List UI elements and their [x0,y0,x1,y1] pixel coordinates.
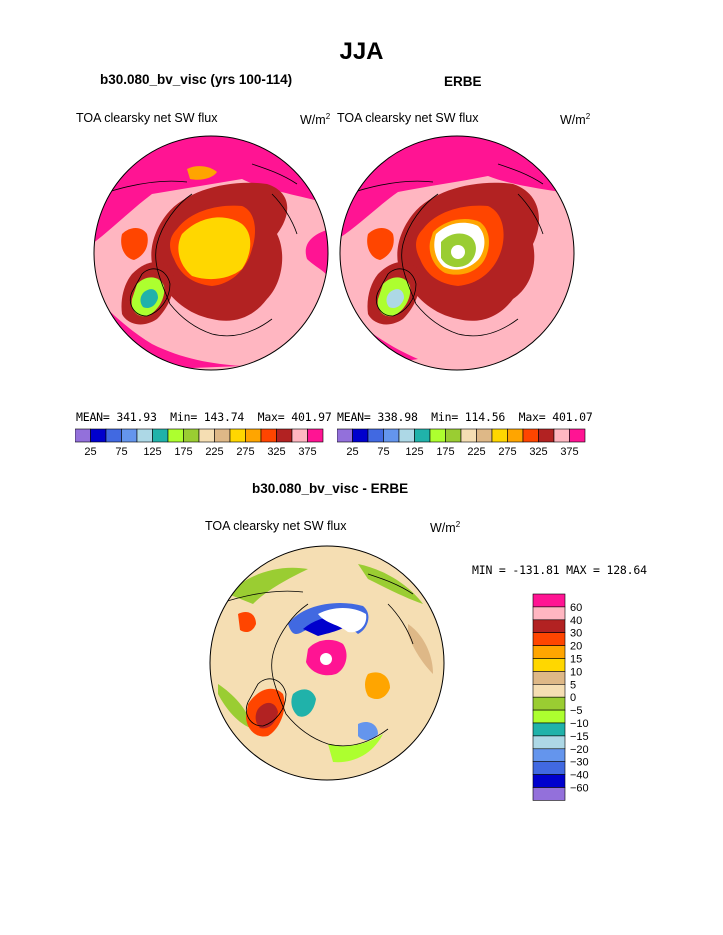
difference-range: MIN = -131.81 MAX = 128.64 [472,563,647,577]
model-colorbar-swatch [183,428,200,443]
obs-colorbar-swatch [476,428,493,443]
obs-colorbar: 25 75 125 175 225 275 325 375 [337,428,586,458]
difference-colorbar-swatch [532,774,566,788]
difference-colorbar-tick-label: −60 [570,783,589,795]
difference-colorbar-swatch [532,684,566,698]
difference-colorbar-swatch [532,761,566,775]
model-colorbar-swatch [276,428,293,443]
difference-colorbar-swatch [532,787,566,801]
difference-colorbar-tick-label: 30 [570,628,582,640]
obs-colorbar-swatch [460,428,477,443]
obs-colorbar-swatch [569,428,586,443]
obs-colorbar-tick-label: 175 [436,446,454,458]
model-units-label: W/m2 [300,112,331,128]
model-colorbar-swatch [136,428,153,443]
page-title: JJA [339,38,384,65]
obs-colorbar-swatch [522,428,539,443]
model-colorbar-tick-label: 75 [115,446,127,458]
difference-colorbar-swatch [532,593,566,608]
difference-colorbar-swatch [532,606,566,621]
model-colorbar: 25 75 125 175 225 275 325 375 [75,428,324,458]
difference-colorbar-tick-label: 5 [570,679,576,691]
obs-polar-map [339,135,575,371]
difference-colorbar-tick-label: 20 [570,641,582,653]
difference-colorbar-swatch [532,722,566,737]
difference-colorbar-swatch [532,696,566,711]
difference-colorbar-swatch [532,632,566,646]
difference-colorbar-swatch [532,658,566,672]
obs-colorbar-tick-label: 275 [498,446,516,458]
difference-colorbar-swatch [532,735,566,750]
obs-colorbar-swatch [398,428,415,443]
model-colorbar-swatch [167,428,184,443]
obs-colorbar-swatch [337,428,353,443]
model-colorbar-swatch [229,428,246,443]
model-colorbar-swatch [152,428,169,443]
obs-units-label: W/m2 [560,112,591,128]
obs-colorbar-swatch [491,428,508,443]
model-colorbar-tick-label: 175 [174,446,192,458]
difference-colorbar-tick-label: 10 [570,666,582,678]
model-colorbar-tick-label: 25 [84,446,96,458]
model-colorbar-swatch [307,428,324,443]
model-colorbar-tick-label: 375 [298,446,316,458]
difference-colorbar-tick-label: 60 [570,602,582,614]
obs-colorbar-tick-label: 225 [467,446,485,458]
difference-variable-label: TOA clearsky net SW flux [205,519,347,533]
model-colorbar-swatch [105,428,122,443]
obs-colorbar-tick-label: 325 [529,446,547,458]
model-colorbar-tick-label: 275 [236,446,254,458]
model-colorbar-swatch [214,428,231,443]
obs-colorbar-tick-label: 75 [377,446,389,458]
model-colorbar-swatch [245,428,262,443]
difference-colorbar-tick-label: −5 [570,705,583,717]
obs-variable-label: TOA clearsky net SW flux [337,111,479,125]
model-stats: MEAN= 341.93 Min= 143.74 Max= 401.97 [76,410,332,424]
model-colorbar-tick-label: 325 [267,446,285,458]
obs-stats: MEAN= 338.98 Min= 114.56 Max= 401.07 [337,410,593,424]
difference-colorbar-tick-label: 0 [570,692,576,704]
obs-colorbar-swatch [429,428,446,443]
obs-colorbar-swatch [414,428,431,443]
obs-colorbar-tick-label: 125 [405,446,423,458]
difference-colorbar-tick-label: −30 [570,757,589,769]
model-colorbar-swatch [90,428,107,443]
obs-colorbar-swatch [445,428,462,443]
obs-panel-heading: ERBE [444,74,482,89]
model-panel-heading: b30.080_bv_visc (yrs 100-114) [100,72,293,87]
difference-colorbar-swatch [532,671,566,685]
difference-units-label: W/m2 [430,520,461,536]
obs-colorbar-swatch [538,428,555,443]
difference-heading: b30.080_bv_visc - ERBE [252,481,409,496]
difference-polar-map [209,545,445,781]
difference-colorbar-tick-label: −40 [570,770,589,782]
obs-colorbar-swatch [383,428,400,443]
obs-colorbar-swatch [507,428,524,443]
obs-colorbar-swatch [352,428,369,443]
difference-colorbar-tick-label: −10 [570,718,589,730]
model-colorbar-swatch [291,428,308,443]
obs-colorbar-swatch [553,428,570,443]
difference-colorbar-tick-label: −20 [570,744,589,756]
model-colorbar-tick-label: 225 [205,446,223,458]
difference-colorbar-swatch [532,619,566,633]
model-variable-label: TOA clearsky net SW flux [76,111,218,125]
difference-colorbar-tick-label: 15 [570,654,582,666]
difference-colorbar-swatch [532,645,566,659]
model-colorbar-tick-label: 125 [143,446,161,458]
model-colorbar-swatch [121,428,138,443]
difference-colorbar-swatch [532,709,566,724]
model-colorbar-swatch [260,428,277,443]
obs-colorbar-tick-label: 375 [560,446,578,458]
difference-colorbar-swatch [532,748,566,763]
obs-colorbar-swatch [367,428,384,443]
obs-colorbar-tick-label: 25 [346,446,358,458]
difference-colorbar-tick-label: 40 [570,615,582,627]
model-polar-map [93,135,329,371]
difference-colorbar-tick-label: −15 [570,731,589,743]
model-colorbar-swatch [75,428,91,443]
model-colorbar-swatch [198,428,215,443]
